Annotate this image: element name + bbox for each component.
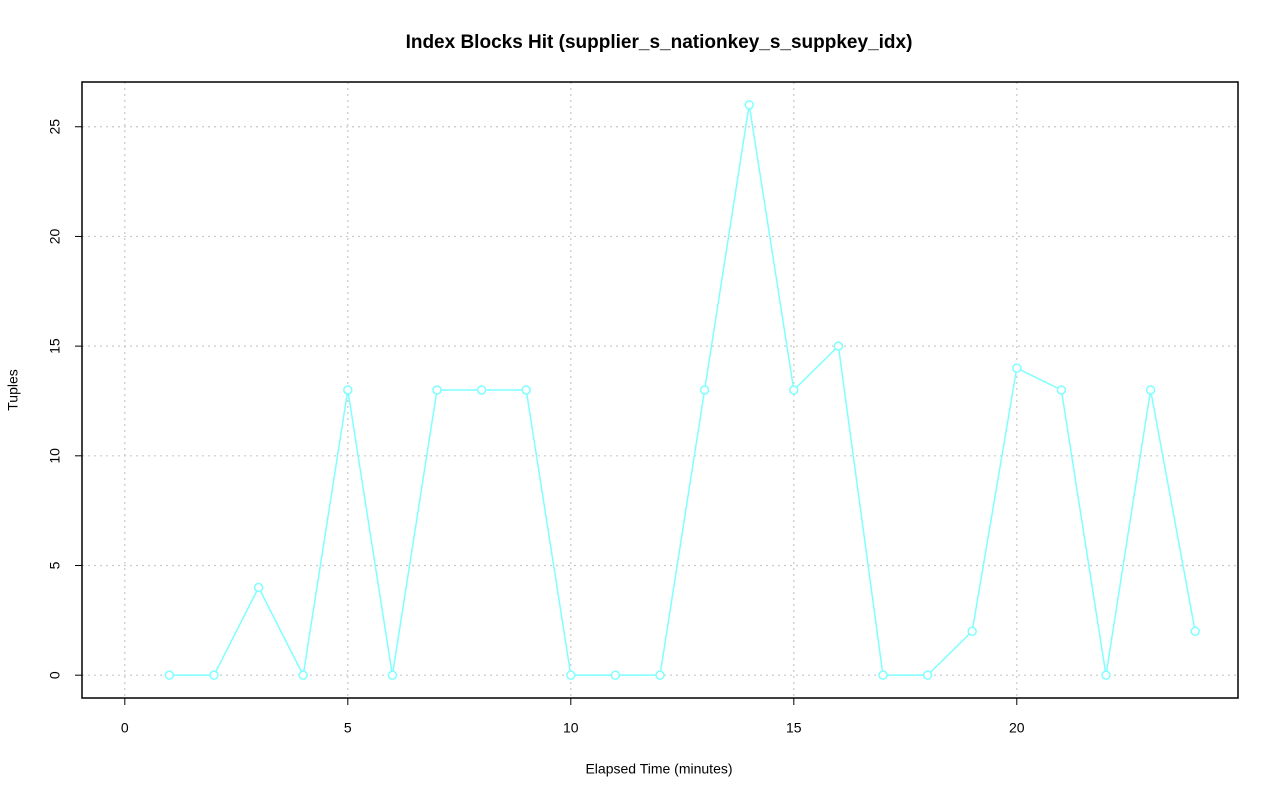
x-tick-label: 20 bbox=[1009, 720, 1025, 736]
data-point bbox=[967, 626, 977, 637]
x-tick-label: 15 bbox=[786, 720, 802, 736]
y-tick-label: 15 bbox=[47, 338, 63, 354]
data-point bbox=[922, 670, 933, 680]
data-point bbox=[566, 670, 576, 680]
data-point bbox=[387, 670, 398, 680]
data-point bbox=[655, 670, 665, 680]
x-axis-label: Elapsed Time (minutes) bbox=[585, 761, 732, 777]
x-tick-label: 5 bbox=[344, 720, 352, 736]
data-point bbox=[1012, 363, 1022, 373]
data-point bbox=[209, 670, 219, 680]
series-line bbox=[169, 104, 1196, 678]
chart-title: Index Blocks Hit (supplier_s_nationkey_s… bbox=[406, 32, 913, 53]
y-tick-label: 5 bbox=[47, 561, 63, 569]
data-point bbox=[432, 385, 442, 395]
data-point bbox=[1145, 385, 1156, 395]
y-tick-label: 0 bbox=[47, 671, 63, 679]
data-point bbox=[789, 385, 799, 395]
x-tick-label: 0 bbox=[121, 720, 129, 736]
data-point bbox=[1190, 626, 1200, 637]
data-point bbox=[343, 385, 353, 395]
data-point bbox=[610, 670, 621, 680]
data-point bbox=[253, 582, 264, 593]
data-point bbox=[1056, 385, 1067, 395]
data-point bbox=[833, 341, 844, 351]
data-point bbox=[744, 100, 754, 110]
data-point bbox=[521, 385, 531, 395]
data-point bbox=[699, 385, 710, 395]
plot-frame bbox=[81, 81, 1239, 699]
data-point bbox=[878, 670, 888, 680]
y-axis-label: Tuples bbox=[5, 369, 21, 411]
data-point bbox=[164, 670, 175, 680]
y-tick-label: 25 bbox=[47, 119, 63, 135]
data-point bbox=[476, 385, 487, 395]
y-tick-label: 20 bbox=[47, 228, 63, 244]
data-point bbox=[298, 670, 308, 680]
y-tick-label: 10 bbox=[47, 448, 63, 464]
x-tick-label: 10 bbox=[563, 720, 579, 736]
data-point bbox=[1101, 670, 1111, 680]
